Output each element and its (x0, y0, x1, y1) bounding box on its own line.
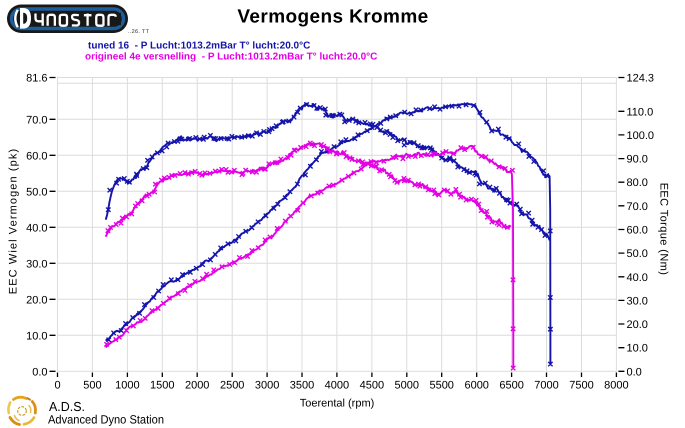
svg-text:Toerental (rpm): Toerental (rpm) (300, 398, 375, 410)
svg-text:60.0: 60.0 (26, 150, 47, 162)
svg-text:EEC Wiel Vermogen (pk): EEC Wiel Vermogen (pk) (8, 148, 20, 294)
svg-text:70.0: 70.0 (627, 201, 648, 213)
svg-text:80.0: 80.0 (627, 177, 648, 189)
svg-text:3500: 3500 (290, 380, 314, 392)
svg-text:40.0: 40.0 (26, 222, 47, 234)
svg-text:tuned 16 - P Lucht:1013.2mBar: tuned 16 - P Lucht:1013.2mBar T° lucht:2… (88, 41, 310, 52)
svg-text:10.0: 10.0 (26, 330, 47, 342)
svg-text:100.0: 100.0 (627, 130, 655, 142)
svg-text:500: 500 (83, 380, 101, 392)
svg-text:EEC Torque (Nm): EEC Torque (Nm) (658, 183, 670, 276)
svg-text:3000: 3000 (255, 380, 279, 392)
svg-text:1000: 1000 (115, 380, 139, 392)
svg-text:2000: 2000 (185, 380, 209, 392)
svg-text:10.0: 10.0 (627, 343, 648, 355)
svg-text:Vermogens Kromme: Vermogens Kromme (237, 7, 428, 28)
svg-text:110.0: 110.0 (627, 106, 654, 118)
svg-text:7000: 7000 (534, 380, 558, 392)
svg-text:4500: 4500 (360, 380, 384, 392)
svg-text:5500: 5500 (429, 380, 453, 392)
svg-text:60.0: 60.0 (627, 225, 648, 237)
svg-text:20.0: 20.0 (26, 294, 47, 306)
svg-text:40.0: 40.0 (627, 272, 648, 284)
svg-text:A.D.S.: A.D.S. (49, 399, 85, 414)
svg-text:4000: 4000 (325, 380, 349, 392)
svg-text:124.3: 124.3 (627, 73, 655, 85)
svg-text:50.0: 50.0 (627, 248, 648, 260)
svg-text:30.0: 30.0 (26, 258, 47, 270)
svg-text:0: 0 (54, 380, 60, 392)
svg-text:20.0: 20.0 (627, 319, 648, 331)
svg-text:1500: 1500 (150, 380, 174, 392)
svg-text:6500: 6500 (499, 380, 523, 392)
svg-text:7500: 7500 (569, 380, 593, 392)
svg-text:70.0: 70.0 (26, 114, 47, 126)
svg-text:0.0: 0.0 (32, 366, 47, 378)
svg-text:50.0: 50.0 (26, 186, 47, 198)
svg-text:30.0: 30.0 (627, 295, 648, 307)
svg-text:90.0: 90.0 (627, 154, 648, 166)
svg-text:2500: 2500 (220, 380, 244, 392)
svg-text:8000: 8000 (604, 380, 628, 392)
svg-text:5000: 5000 (395, 380, 419, 392)
svg-text:6000: 6000 (464, 380, 488, 392)
svg-text:..26. TT: ..26. TT (128, 29, 150, 35)
svg-text:81.6: 81.6 (26, 73, 47, 85)
svg-text:origineel 4e versnelling - P: origineel 4e versnelling - P Lucht:1013.… (85, 52, 377, 63)
svg-text:0.0: 0.0 (627, 366, 642, 378)
svg-text:Advanced Dyno Station: Advanced Dyno Station (48, 413, 164, 427)
